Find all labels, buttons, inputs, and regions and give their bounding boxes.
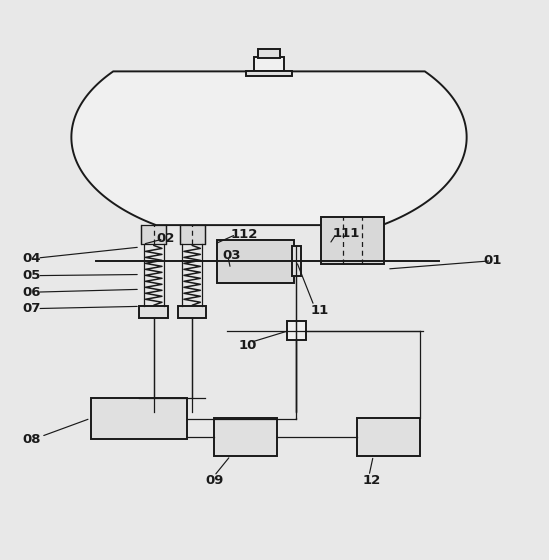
Text: 12: 12 [362,474,380,487]
Bar [292,246,301,276]
Text: 02: 02 [156,232,175,245]
Bar [217,240,294,283]
Text: 08: 08 [22,433,41,446]
Text: 112: 112 [231,228,258,241]
Bar [321,217,384,264]
Bar [180,225,204,244]
Bar [254,57,284,71]
Text: 10: 10 [239,339,257,352]
Bar [247,71,292,76]
Text: 09: 09 [206,474,224,487]
Text: 111: 111 [332,227,360,240]
Bar [178,306,206,319]
Bar [287,321,306,340]
Bar [357,418,420,456]
Text: 01: 01 [483,254,501,267]
Text: 03: 03 [222,249,241,262]
Text: 07: 07 [22,302,40,315]
Text: 11: 11 [310,304,328,317]
Bar [214,418,277,456]
Polygon shape [71,71,467,225]
Text: 05: 05 [22,269,40,282]
Text: 04: 04 [22,251,41,264]
Text: 06: 06 [22,286,41,298]
Bar [259,49,279,58]
Bar [142,225,166,244]
Bar [91,398,187,439]
Bar [139,306,168,319]
